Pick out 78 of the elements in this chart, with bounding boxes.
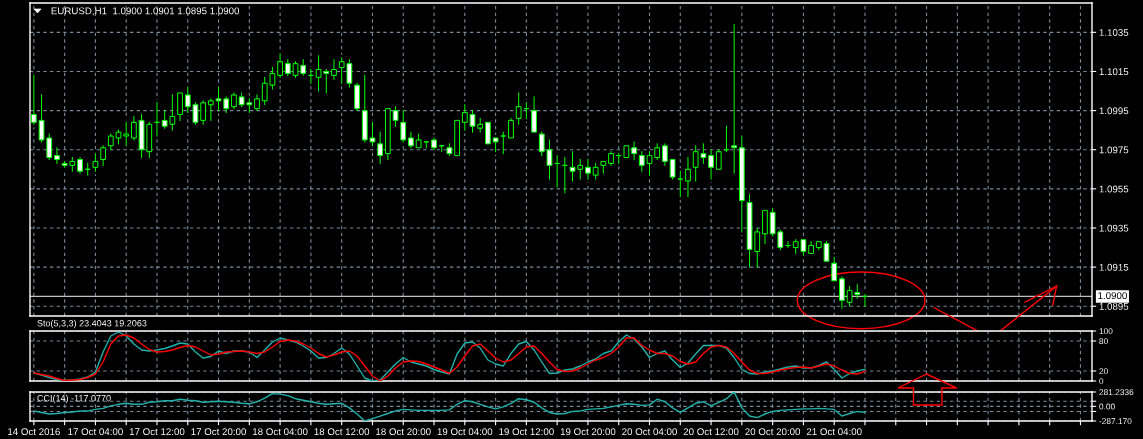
y-tick-label: 100 (1099, 328, 1113, 335)
y-tick-label: 0.00 (1099, 403, 1115, 410)
ref-line-label: 1.0900 (1098, 292, 1127, 300)
candlestick (531, 96, 537, 133)
x-tick-label: 18 Oct 20:00 (376, 428, 431, 436)
candlestick (762, 209, 768, 245)
candlestick (708, 149, 714, 180)
candlestick (100, 145, 106, 166)
candlestick (515, 92, 522, 125)
x-tick-label: 19 Oct 12:00 (499, 428, 554, 436)
candlestick (592, 162, 599, 180)
candlestick (415, 133, 422, 149)
candlestick (92, 153, 99, 172)
candlestick (608, 151, 614, 166)
x-tick-label: 18 Oct 04:00 (253, 428, 308, 436)
y-tick-label: 80 (1099, 338, 1108, 345)
candlestick (623, 145, 630, 159)
y-tick-label: 20 (1099, 368, 1108, 375)
candlestick (631, 141, 637, 160)
y-tick-label: 1.1015 (1099, 68, 1129, 76)
y-tick-label: 0 (1099, 378, 1104, 385)
y-tick-label: 1.1035 (1099, 29, 1129, 36)
candlestick (831, 256, 838, 282)
y-tick-label: 1.0955 (1099, 185, 1129, 193)
x-tick-label: 14 Oct 2016 (8, 428, 60, 436)
y-tick-label: -287.170 (1099, 418, 1132, 425)
line-series (33, 392, 866, 421)
candlestick (277, 53, 283, 78)
x-tick-label: 17 Oct 04:00 (68, 428, 123, 436)
x-tick-label: 17 Oct 20:00 (191, 428, 246, 436)
x-tick-label: 20 Oct 04:00 (622, 428, 677, 436)
x-tick-label: 19 Oct 20:00 (560, 428, 616, 436)
candlestick (200, 100, 207, 125)
candlestick (207, 98, 214, 121)
x-tick-label: 19 Oct 04:00 (437, 428, 493, 436)
candlestick (392, 106, 399, 127)
x-tick-label: 20 Oct 12:00 (683, 428, 739, 436)
candlestick (731, 24, 738, 174)
candlestick (454, 119, 460, 157)
candlestick (131, 115, 137, 141)
chart-title: CCI(14) -117.0770 (37, 394, 111, 404)
candlestick (600, 160, 607, 174)
x-tick-label: 21 Oct 04:00 (806, 428, 862, 436)
y-tick-label: 281.2336 (1099, 389, 1134, 396)
candlestick (231, 92, 237, 110)
y-tick-label: 1.0975 (1099, 146, 1129, 154)
candlestick (715, 149, 722, 170)
candlestick (431, 137, 437, 151)
candlestick (669, 159, 676, 180)
candlestick (408, 131, 414, 149)
candlestick (508, 117, 514, 139)
x-tick-label: 18 Oct 12:00 (314, 428, 370, 436)
candlestick (738, 135, 745, 233)
candlestick (662, 143, 668, 166)
candlestick (377, 131, 384, 164)
candlestick (492, 137, 499, 153)
y-tick-label: 1.0935 (1099, 224, 1129, 232)
x-tick-label: 20 Oct 20:00 (745, 428, 801, 436)
candlestick (331, 59, 337, 80)
candlestick (77, 157, 83, 174)
candlestick (485, 121, 491, 145)
y-tick-label: 1.0915 (1099, 263, 1129, 271)
candlestick (585, 159, 591, 180)
chart-title: Sto(5,3,3) 23.4043 19.2063 (37, 319, 147, 329)
candlestick (384, 108, 391, 160)
candlestick (685, 157, 691, 198)
candlestick (177, 92, 183, 121)
x-tick-label: 17 Oct 12:00 (129, 428, 185, 436)
chart-title: EURUSD,H1 1.0900 1.0901 1.0895 1.0900 (51, 7, 240, 16)
y-tick-label: 1.0995 (1099, 107, 1129, 115)
candlestick (446, 143, 453, 157)
candlestick (254, 94, 260, 112)
candlestick (808, 241, 814, 254)
candlestick (400, 110, 407, 143)
candlestick (839, 276, 845, 309)
candlestick (54, 147, 60, 164)
candlestick (354, 82, 360, 112)
y-tick-label: 1.0895 (1099, 302, 1129, 310)
